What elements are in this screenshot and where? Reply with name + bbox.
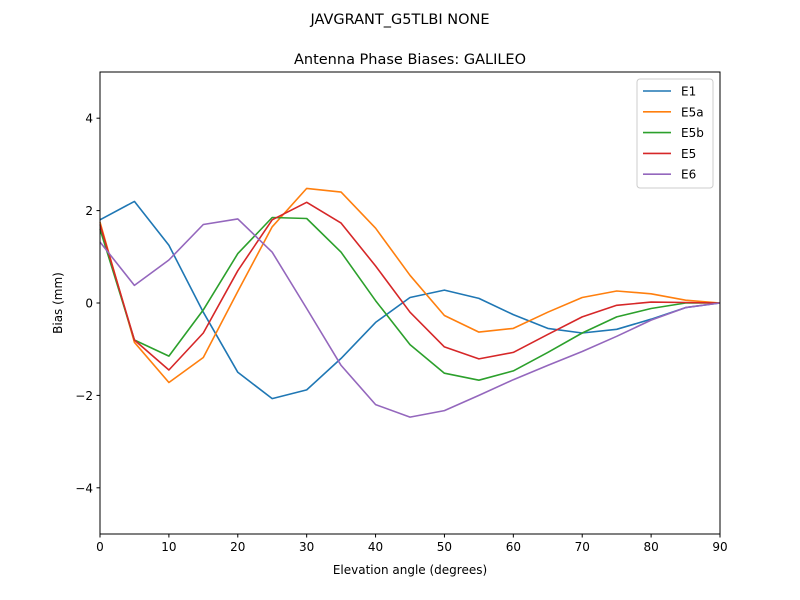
series-line-e1 bbox=[99, 200, 721, 400]
ticks-layer: 0 10 20 30 40 50 60 70 80 90 −4 −2 0 2 4 bbox=[75, 112, 727, 554]
legend-label: E1 bbox=[681, 85, 696, 99]
x-tick-label: 20 bbox=[230, 540, 245, 554]
plot-frame bbox=[99, 71, 721, 535]
legend-label: E5a bbox=[681, 105, 704, 119]
legend: E1 E5a E5b E5 E6 bbox=[636, 78, 714, 189]
x-axis-label: Elevation angle (degrees) bbox=[333, 563, 487, 577]
legend-label: E6 bbox=[681, 168, 696, 182]
legend-label: E5 bbox=[681, 147, 696, 161]
x-tick-label: 0 bbox=[96, 540, 104, 554]
y-tick-label: −2 bbox=[75, 389, 93, 403]
series-line-e6 bbox=[99, 218, 721, 418]
y-axis-label: Bias (mm) bbox=[51, 272, 65, 334]
series-layer bbox=[99, 187, 721, 418]
x-tick-label: 40 bbox=[368, 540, 383, 554]
x-tick-label: 60 bbox=[506, 540, 521, 554]
series-line-e5a bbox=[99, 187, 721, 384]
legend-label: E5b bbox=[681, 126, 704, 140]
series-line-e5 bbox=[99, 201, 721, 371]
y-tick-label: 0 bbox=[85, 297, 93, 311]
y-tick-label: 2 bbox=[85, 204, 93, 218]
x-tick-label: 80 bbox=[643, 540, 658, 554]
x-tick-label: 70 bbox=[575, 540, 590, 554]
x-tick-label: 50 bbox=[437, 540, 452, 554]
x-tick-label: 30 bbox=[299, 540, 314, 554]
chart-title: Antenna Phase Biases: GALILEO bbox=[294, 52, 526, 68]
x-tick-label: 10 bbox=[161, 540, 176, 554]
chart-suptitle: JAVGRANT_G5TLBI NONE bbox=[309, 12, 489, 28]
legend-box bbox=[636, 78, 714, 189]
y-tick-label: 4 bbox=[85, 112, 93, 126]
series-line-e5b bbox=[99, 216, 720, 382]
y-tick-label: −4 bbox=[75, 481, 93, 495]
x-tick-label: 90 bbox=[712, 540, 727, 554]
